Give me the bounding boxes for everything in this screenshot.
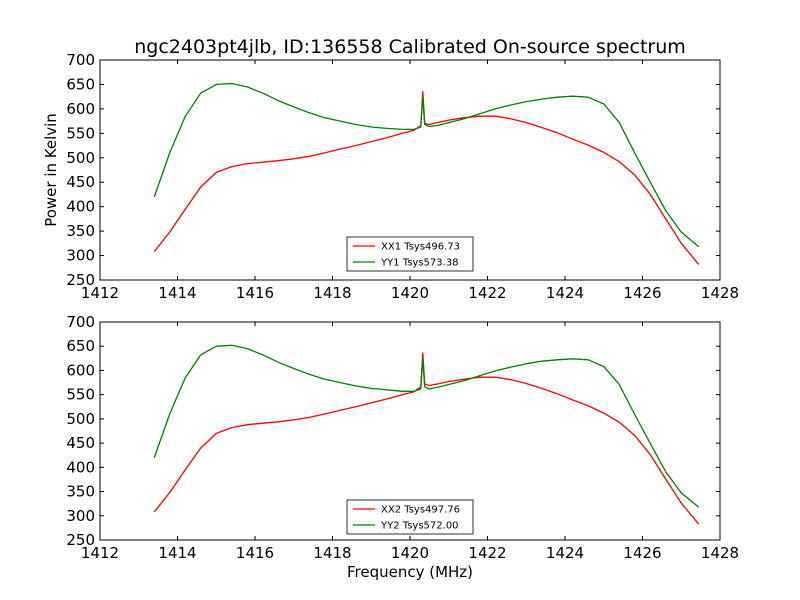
chart-title: ngc2403pt4jlb, ID:136558 Calibrated On-s… <box>134 36 686 58</box>
x-tick-label: 1424 <box>546 544 584 562</box>
y-tick-label: 250 <box>66 531 95 549</box>
legend-label-yy1: YY1 Tsys573.38 <box>380 258 459 269</box>
y-tick-label: 250 <box>66 271 95 289</box>
y-tick-label: 400 <box>66 198 95 216</box>
bottom-legend: XX2 Tsys497.76 YY2 Tsys572.00 <box>346 499 474 535</box>
x-tick-label: 1420 <box>391 544 429 562</box>
top-legend: XX1 Tsys496.73 YY1 Tsys573.38 <box>346 236 474 272</box>
y-tick-label: 650 <box>66 75 95 93</box>
y-axis-label: Power in Kelvin <box>42 113 60 227</box>
bottom-axis-ticks: 1412 1414 1416 1418 1420 1422 1424 1426 1428 250 3… <box>66 313 739 562</box>
x-tick-label: 1418 <box>313 544 351 562</box>
bottom-spectrum-panel: Frequency (MHz) 1412 1414 1416 1418 1420 1422… <box>66 313 739 581</box>
top-axis-ticks: 1412 1414 1416 1418 1420 1422 1424 1426 1428 250 3… <box>66 51 739 302</box>
x-tick-label: 1424 <box>546 284 584 302</box>
series-line-yy2 <box>153 344 700 508</box>
top-spectrum-panel: ngc2403pt4jlb, ID:136558 Calibrated On-s… <box>42 36 739 302</box>
x-tick-label: 1420 <box>391 284 429 302</box>
top-series-lines <box>153 82 700 265</box>
y-tick-label: 550 <box>66 124 95 142</box>
legend-label-xx1: XX1 Tsys496.73 <box>381 242 460 253</box>
y-tick-label: 650 <box>66 337 95 355</box>
x-tick-label: 1412 <box>81 284 119 302</box>
y-tick-label: 300 <box>66 247 95 265</box>
x-tick-label: 1422 <box>468 544 506 562</box>
y-tick-label: 300 <box>66 507 95 525</box>
top-legend-box <box>346 236 474 272</box>
bottom-legend-box <box>346 499 474 535</box>
y-tick-label: 700 <box>66 51 95 69</box>
x-tick-label: 1428 <box>701 544 739 562</box>
x-tick-label: 1428 <box>701 284 739 302</box>
y-tick-label: 400 <box>66 458 95 476</box>
top-plot-frame <box>99 59 721 281</box>
bottom-plot-frame <box>99 321 721 541</box>
bottom-series-lines <box>153 344 700 525</box>
y-tick-label: 450 <box>66 173 95 191</box>
x-tick-label: 1418 <box>313 284 351 302</box>
x-tick-label: 1412 <box>81 544 119 562</box>
y-tick-label: 350 <box>66 222 95 240</box>
y-tick-label: 550 <box>66 386 95 404</box>
x-tick-label: 1416 <box>236 284 274 302</box>
y-tick-label: 450 <box>66 434 95 452</box>
y-tick-label: 600 <box>66 100 95 118</box>
y-tick-label: 350 <box>66 483 95 501</box>
y-tick-label: 500 <box>66 149 95 167</box>
x-tick-label: 1416 <box>236 544 274 562</box>
x-tick-label: 1426 <box>623 544 661 562</box>
x-axis-label: Frequency (MHz) <box>347 563 473 581</box>
x-tick-label: 1422 <box>468 284 506 302</box>
y-tick-label: 600 <box>66 361 95 379</box>
legend-label-yy2: YY2 Tsys572.00 <box>380 521 459 532</box>
x-tick-label: 1426 <box>623 284 661 302</box>
x-tick-label: 1414 <box>158 544 196 562</box>
y-tick-label: 700 <box>66 313 95 331</box>
x-tick-label: 1414 <box>158 284 196 302</box>
legend-label-xx2: XX2 Tsys497.76 <box>381 505 460 516</box>
y-tick-label: 500 <box>66 410 95 428</box>
series-line-yy1 <box>153 82 700 248</box>
